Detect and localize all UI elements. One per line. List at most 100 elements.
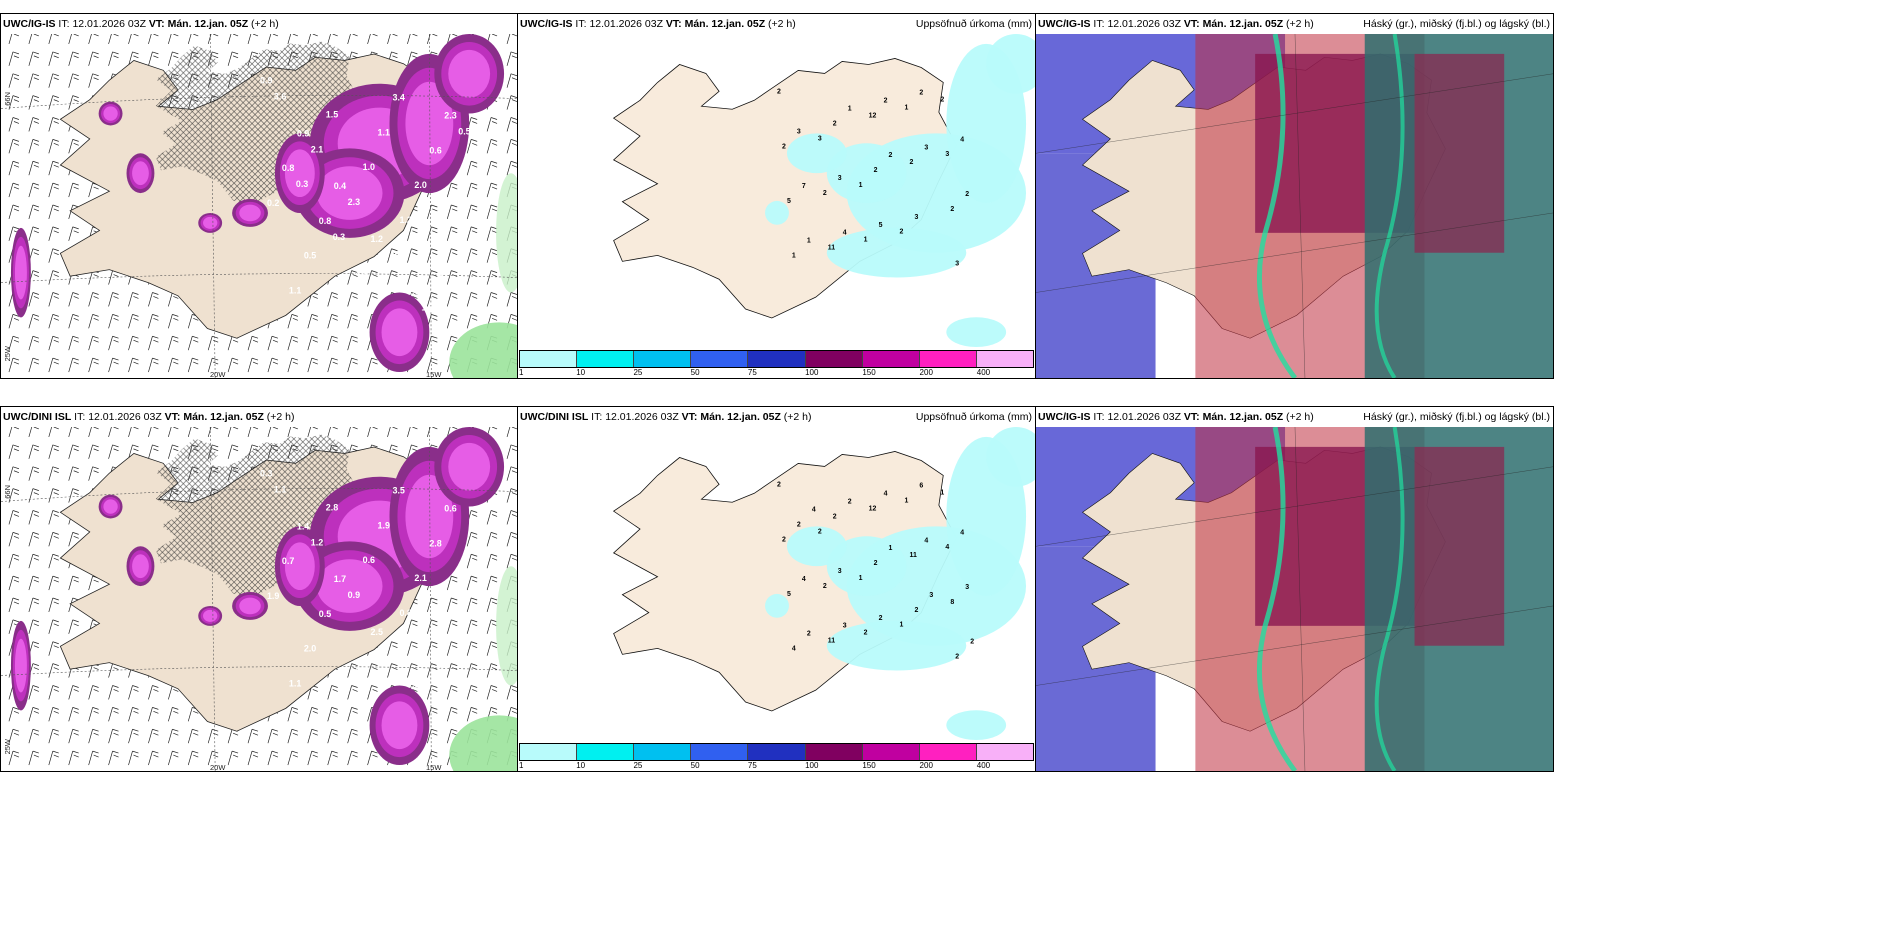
snow-value-label: 3.2 bbox=[341, 696, 353, 706]
snow-value-label: 1.4 bbox=[297, 521, 309, 531]
map-snow: 0.3 1.4 1.7 2.5 1.2 0.6 0.7 0.5 1.5 3.5 2.8 1.9 2.0 3… bbox=[1, 427, 517, 771]
colorbar-swatch bbox=[634, 744, 692, 760]
precip-value-label: 5 bbox=[787, 591, 791, 598]
colorbar-tick-label: 25 bbox=[633, 368, 643, 377]
precip-value-label: 8 bbox=[950, 599, 954, 606]
precip-colorbar: 1 10 25 50 75 100 150 200 400 bbox=[518, 348, 1035, 378]
precip-value-label: 4 bbox=[945, 544, 949, 551]
snow-value-label: 1.1 bbox=[289, 285, 301, 295]
snow-map-svg: 0.3 1.4 1.7 2.5 1.2 0.6 0.7 0.5 1.5 3.5 2.8 1.9 2.0 3… bbox=[1, 427, 517, 771]
precip-value-label: 3 bbox=[838, 175, 842, 182]
snow-value-label: 0.5 bbox=[304, 251, 316, 261]
snow-value-label: 0.9 bbox=[385, 250, 397, 260]
snow-value-label: 0.9 bbox=[348, 590, 360, 600]
snow-value-label: 1.9 bbox=[378, 520, 390, 530]
panel-cloud-ig: UWC/IG-IS IT: 12.01.2026 03Z VT: Mán. 12… bbox=[1035, 13, 1554, 379]
precip-value-label: 2 bbox=[900, 229, 904, 236]
precip-value-label: 4 bbox=[960, 529, 964, 536]
precip-value-label: 2 bbox=[782, 143, 786, 150]
precip-value-label: 3 bbox=[818, 135, 822, 142]
precip-value-label: 2 bbox=[864, 630, 868, 637]
lon-label: 20W bbox=[210, 370, 226, 379]
precip-value-label: 2 bbox=[950, 206, 954, 213]
snow-value-label: 0.6 bbox=[429, 145, 441, 155]
lon-label: 20W bbox=[210, 763, 226, 772]
precip-value-label: 12 bbox=[869, 112, 877, 119]
snow-value-label: 0.9 bbox=[297, 128, 309, 138]
colorbar-tick-label: 10 bbox=[576, 368, 586, 377]
precip-value-label: 3 bbox=[929, 592, 933, 599]
colorbar-swatch bbox=[634, 351, 692, 367]
snow-value-label: 0.4 bbox=[334, 181, 346, 191]
precip-value-label: 2 bbox=[909, 159, 913, 166]
precip-value-label: 1 bbox=[859, 575, 863, 582]
map-cloud bbox=[1036, 427, 1553, 771]
snow-value-label: 2.3 bbox=[348, 197, 360, 207]
precip-value-label: 2 bbox=[823, 583, 827, 590]
precip-value-label: 3 bbox=[838, 568, 842, 575]
precip-value-label: 4 bbox=[960, 136, 964, 143]
precip-value-label: 2 bbox=[777, 89, 781, 96]
colorbar-swatch bbox=[976, 351, 1033, 367]
snow-value-label: 1.7 bbox=[334, 574, 346, 584]
snow-value-label: 1.9 bbox=[267, 591, 279, 601]
precip-value-label: 4 bbox=[884, 491, 888, 498]
map-precip: 2 2 1 1 1 2 2 2 1 4 5 11 12 11 8 4 2 2 2 2 2 3 2 6 4 4 3 4 4 3 2 2 1 3 2 4 bbox=[518, 427, 1035, 741]
panel-precip-dini: UWC/DINI ISL IT: 12.01.2026 03Z VT: Mán.… bbox=[517, 406, 1036, 772]
snow-value-label: 0.9 bbox=[260, 76, 272, 86]
snow-value-label: 2.1 bbox=[414, 573, 426, 583]
precip-value-label: 4 bbox=[802, 576, 806, 583]
lat-label: 25W bbox=[3, 739, 12, 755]
lat-label: 66N bbox=[3, 485, 12, 499]
precip-value-label: 4 bbox=[843, 230, 847, 237]
snow-value-label: 2.4 bbox=[451, 626, 463, 636]
snow-value-label: 1.2 bbox=[311, 537, 323, 547]
snow-value-label: 0.6 bbox=[436, 661, 448, 671]
colorbar-tick-label: 10 bbox=[576, 761, 586, 770]
precip-value-label: 2 bbox=[777, 482, 781, 489]
colorbar-tick-label: 100 bbox=[805, 368, 819, 377]
colorbar-swatch bbox=[520, 351, 578, 367]
colorbar-swatch bbox=[691, 744, 749, 760]
precip-value-label: 7 bbox=[802, 183, 806, 190]
snow-value-label: 3.5 bbox=[392, 486, 404, 496]
snow-value-label: 1.2 bbox=[399, 215, 411, 225]
precip-value-label: 11 bbox=[828, 638, 835, 645]
snow-value-label: 1.8 bbox=[407, 286, 419, 296]
snow-value-label: 0.8 bbox=[282, 163, 294, 173]
panel-header: UWC/IG-IS IT: 12.01.2026 03Z VT: Mán. 12… bbox=[518, 14, 1035, 34]
colorbar-tick-label: 50 bbox=[690, 761, 700, 770]
map-precip: 2 3 1 2 2 2 2 1 1 3 5 11 12 2 2 1 2 2 3 3 3 3 5 2 4 7 4 2 3 2 1 1 2 bbox=[518, 34, 1035, 348]
panel-header: UWC/IG-IS IT: 12.01.2026 03Z VT: Mán. 12… bbox=[1036, 14, 1553, 34]
precip-value-label: 2 bbox=[848, 499, 852, 506]
precip-value-label: 2 bbox=[797, 521, 801, 528]
panel-header: UWC/DINI ISL IT: 12.01.2026 03Z VT: Mán.… bbox=[1, 407, 517, 427]
precip-value-label: 2 bbox=[833, 120, 837, 127]
panel-title: Háský (gr.), miðský (fj.bl.) og lágský (… bbox=[1363, 411, 1550, 423]
snow-value-label: 1.1 bbox=[289, 678, 301, 688]
precip-value-label: 5 bbox=[787, 198, 791, 205]
panel-snow-dini: UWC/DINI ISL IT: 12.01.2026 03Z VT: Mán.… bbox=[0, 406, 518, 772]
panel-cloud-ig-2: UWC/IG-IS IT: 12.01.2026 03Z VT: Mán. 12… bbox=[1035, 406, 1554, 772]
precip-value-label: 2 bbox=[823, 190, 827, 197]
cloud-map-svg bbox=[1036, 34, 1553, 378]
snow-value-label: 0.3 bbox=[333, 232, 345, 242]
map-snow: 0.9 0.9 0.4 1.2 1.8 2.3 0.8 0.8 4.9 3.4 0.6 0.2 0.5 0… bbox=[1, 34, 517, 378]
snow-map-svg: 0.9 0.9 0.4 1.2 1.8 2.3 0.8 0.8 4.9 3.4 0.6 0.2 0.5 0… bbox=[1, 34, 517, 378]
colorbar-tick-label: 400 bbox=[976, 368, 991, 377]
precip-value-label: 4 bbox=[812, 506, 816, 513]
snow-value-label: 0.8 bbox=[399, 608, 411, 618]
snow-value-label: 0.8 bbox=[319, 216, 331, 226]
colorbar-swatch bbox=[577, 351, 635, 367]
colorbar-swatch bbox=[805, 744, 863, 760]
lon-label: 15W bbox=[426, 763, 442, 772]
snow-value-label: 1.1 bbox=[378, 127, 390, 137]
precip-value-label: 1 bbox=[848, 106, 852, 113]
precip-value-label: 2 bbox=[914, 607, 918, 614]
precip-colorbar: 1 10 25 50 75 100 150 200 400 bbox=[518, 741, 1035, 771]
colorbar-swatch bbox=[919, 744, 977, 760]
colorbar-swatch bbox=[748, 351, 806, 367]
snow-value-label: 2.5 bbox=[371, 627, 383, 637]
precip-value-label: 3 bbox=[945, 151, 949, 158]
